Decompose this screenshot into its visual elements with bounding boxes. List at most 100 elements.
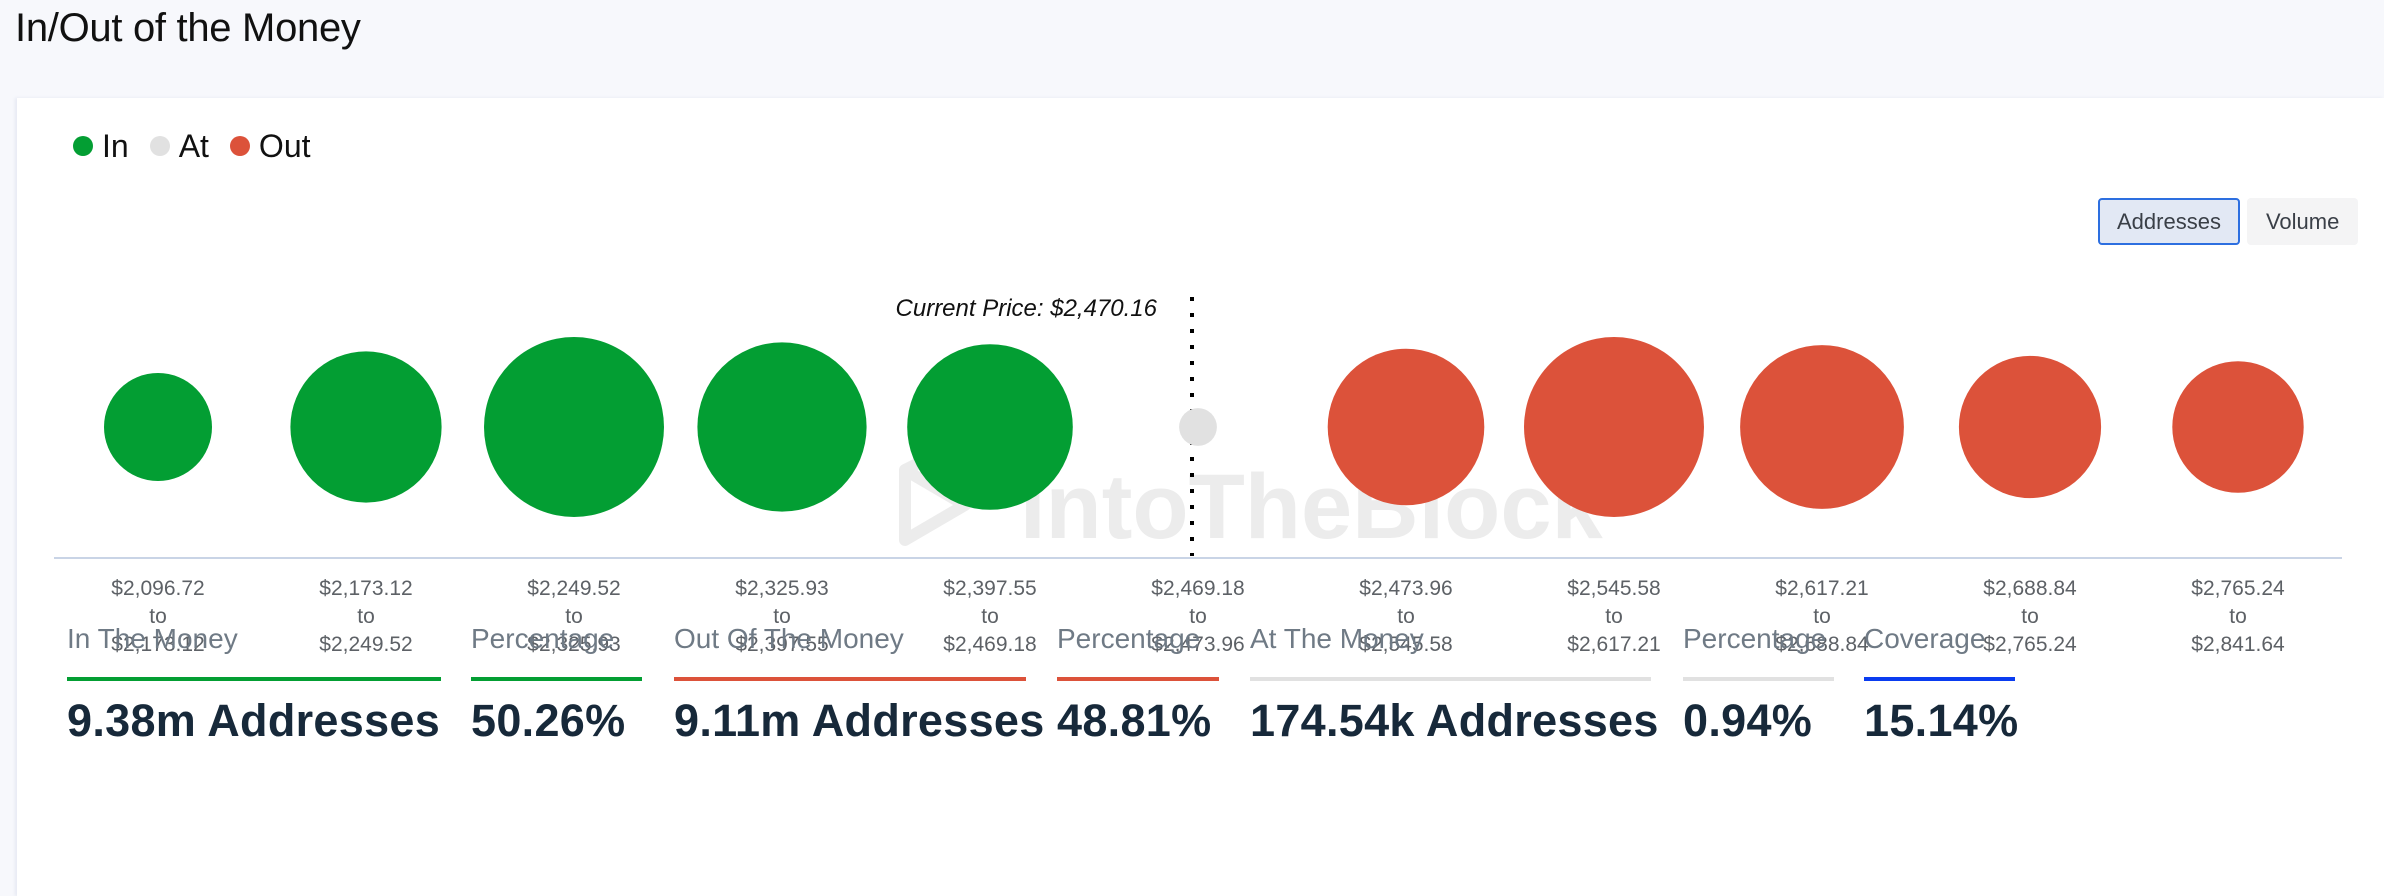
watermark: IntoTheBlock xyxy=(899,439,1604,558)
tick-label-joiner: to xyxy=(1605,605,1623,628)
stat-underline xyxy=(1057,677,1219,681)
legend-label: In xyxy=(102,128,129,164)
tick-label-joiner: to xyxy=(1813,605,1831,628)
tick-label-to: $2,397.55 xyxy=(735,633,828,656)
stat-6: Coverage 15.14% xyxy=(1864,622,2018,747)
stat-underline xyxy=(1250,677,1651,681)
x-tick-label: $2,469.18 to $2,473.96 xyxy=(1151,577,1244,656)
bubble-in[interactable] xyxy=(104,373,212,481)
bubble-at[interactable] xyxy=(1179,408,1217,446)
x-tick-label: $2,325.93 to $2,397.55 xyxy=(735,577,828,656)
stat-underline xyxy=(674,677,1026,681)
current-price-label: Current Price: $2,470.16 xyxy=(896,295,1158,322)
x-tick-label: $2,473.96 to $2,545.58 xyxy=(1359,577,1452,656)
tick-label-from: $2,617.21 xyxy=(1775,577,1868,600)
tick-label-to: $2,249.52 xyxy=(319,633,412,656)
legend-item-out[interactable]: Out xyxy=(229,126,311,166)
tick-label-to: $2,688.84 xyxy=(1775,633,1869,656)
bubble-out[interactable] xyxy=(1958,355,2102,499)
bubble-in[interactable] xyxy=(484,337,664,517)
tick-label-from: $2,469.18 xyxy=(1151,577,1244,600)
chart-card: In At Out Addresses Volume xyxy=(17,98,2384,896)
bubble-in[interactable] xyxy=(697,342,867,512)
tick-label-joiner: to xyxy=(2229,605,2247,628)
bubble-in[interactable] xyxy=(907,344,1073,510)
legend-item-at[interactable]: At xyxy=(149,126,209,166)
stat-underline xyxy=(471,677,642,681)
stat-value: 9.11m Addresses xyxy=(674,695,1045,746)
stat-value: 0.94% xyxy=(1683,695,1813,746)
stat-2: Out Of The Money 9.11m Addresses xyxy=(674,622,1045,747)
tick-label-from: $2,545.58 xyxy=(1567,577,1660,600)
stat-label: Out Of The Money xyxy=(674,623,904,654)
tick-label-joiner: to xyxy=(357,605,375,628)
stat-value: 9.38m Addresses xyxy=(67,695,441,746)
stat-label: In The Money xyxy=(67,623,238,654)
tick-label-joiner: to xyxy=(1397,605,1415,628)
stat-label: Percentage xyxy=(1057,623,1201,654)
legend-out-dot-icon xyxy=(229,136,250,156)
stat-4: At The Money 174.54k Addresses xyxy=(1250,622,1659,747)
tick-label-joiner: to xyxy=(149,605,167,628)
tick-label-to: $2,617.21 xyxy=(1567,633,1660,656)
metric-toggle: Addresses Volume xyxy=(2098,198,2365,245)
x-tick-label: $2,617.21 to $2,688.84 xyxy=(1775,577,1869,656)
tick-label-from: $2,096.72 xyxy=(111,577,204,600)
bubble-out[interactable] xyxy=(1327,348,1485,506)
watermark-text: IntoTheBlock xyxy=(1020,456,1604,558)
legend-at-dot-icon xyxy=(149,136,170,156)
bubble-in[interactable] xyxy=(290,351,442,503)
x-tick-label: $2,096.72 to $2,173.12 xyxy=(111,577,204,656)
tick-label-to: $2,765.24 xyxy=(1983,633,2077,656)
x-tick-label: $2,688.84 to $2,765.24 xyxy=(1983,577,2077,656)
tick-label-to: $2,473.96 xyxy=(1151,633,1244,656)
legend-in-dot-icon xyxy=(73,136,93,156)
stat-value: 15.14% xyxy=(1864,695,2019,746)
legend: In At Out xyxy=(73,126,332,166)
bubble-out[interactable] xyxy=(1524,337,1704,517)
tick-label-from: $2,249.52 xyxy=(527,577,620,600)
stat-value: 48.81% xyxy=(1057,695,1212,746)
tick-label-joiner: to xyxy=(981,605,999,628)
x-tick-label: $2,249.52 to $2,325.93 xyxy=(527,577,620,656)
volume-toggle-button[interactable]: Volume xyxy=(2246,198,2359,245)
tick-label-from: $2,765.24 xyxy=(2191,577,2285,600)
tick-label-joiner: to xyxy=(565,605,583,628)
tick-label-from: $2,688.84 xyxy=(1983,577,2077,600)
stat-label: At The Money xyxy=(1250,623,1424,654)
tick-label-to: $2,545.58 xyxy=(1359,633,1452,656)
legend-item-in[interactable]: In xyxy=(73,126,129,166)
stat-underline xyxy=(1683,677,1834,681)
x-tick-label: $2,173.12 to $2,249.52 xyxy=(319,577,412,656)
stat-underline xyxy=(1864,677,2015,681)
page-title: In/Out of the Money xyxy=(15,6,361,50)
tick-label-joiner: to xyxy=(773,605,791,628)
tick-label-from: $2,397.55 xyxy=(943,577,1036,600)
stat-0: In The Money 9.38m Addresses xyxy=(67,622,441,747)
tick-label-from: $2,473.96 xyxy=(1359,577,1452,600)
stat-1: Percentage 50.26% xyxy=(471,622,642,747)
tick-label-to: $2,325.93 xyxy=(527,633,620,656)
stat-label: Coverage xyxy=(1864,623,1986,654)
tick-label-joiner: to xyxy=(1189,605,1207,628)
bubble-out[interactable] xyxy=(1740,345,1904,509)
tick-label-to: $2,841.64 xyxy=(2191,633,2285,656)
stat-3: Percentage 48.81% xyxy=(1057,622,1219,747)
stat-underline xyxy=(67,677,441,681)
stat-label: Percentage xyxy=(1683,623,1827,654)
x-tick-labels: $2,096.72to$2,173.12$2,173.12to$2,249.52… xyxy=(111,577,2285,656)
bubbles xyxy=(104,337,2304,517)
tick-label-from: $2,325.93 xyxy=(735,577,828,600)
legend-label: Out xyxy=(258,128,311,164)
bubble-out[interactable] xyxy=(2172,361,2304,493)
stat-value: 50.26% xyxy=(471,695,626,746)
stat-label: Percentage xyxy=(471,623,615,654)
x-tick-label: $2,545.58 to $2,617.21 xyxy=(1567,577,1660,656)
x-tick-label: $2,765.24 to $2,841.64 xyxy=(2191,577,2285,656)
tick-label-joiner: to xyxy=(2021,605,2039,628)
stat-5: Percentage 0.94% xyxy=(1683,622,1834,747)
tick-label-to: $2,469.18 xyxy=(943,633,1036,656)
addresses-toggle-button[interactable]: Addresses xyxy=(2098,198,2240,245)
legend-label: At xyxy=(178,128,209,164)
